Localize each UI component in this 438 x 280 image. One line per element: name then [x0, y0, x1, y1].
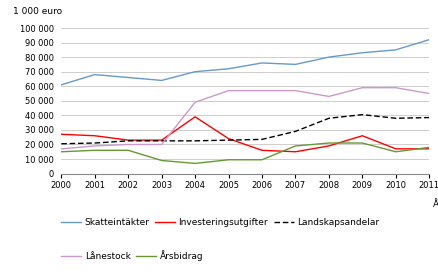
- Text: År: År: [433, 200, 438, 209]
- Lånestock: [293, 89, 298, 92]
- Landskapsandelar: [126, 139, 131, 143]
- Skatteintäkter: [192, 70, 198, 73]
- Landskapsandelar: [159, 139, 164, 143]
- Årsbidrag: [192, 162, 198, 165]
- Investeringsutgifter: [293, 150, 298, 153]
- Investeringsutgifter: [326, 144, 332, 148]
- Investeringsutgifter: [427, 147, 432, 151]
- Line: Lånestock: Lånestock: [61, 88, 429, 149]
- Årsbidrag: [92, 149, 97, 152]
- Skatteintäkter: [360, 51, 365, 54]
- Text: 1 000 euro: 1 000 euro: [14, 7, 63, 16]
- Årsbidrag: [393, 150, 399, 153]
- Skatteintäkter: [259, 61, 265, 65]
- Lånestock: [192, 101, 198, 104]
- Investeringsutgifter: [126, 138, 131, 142]
- Landskapsandelar: [427, 116, 432, 119]
- Lånestock: [259, 89, 265, 92]
- Årsbidrag: [126, 149, 131, 152]
- Line: Investeringsutgifter: Investeringsutgifter: [61, 117, 429, 152]
- Lånestock: [59, 147, 64, 151]
- Landskapsandelar: [293, 130, 298, 133]
- Landskapsandelar: [226, 138, 231, 142]
- Skatteintäkter: [92, 73, 97, 76]
- Investeringsutgifter: [192, 115, 198, 118]
- Skatteintäkter: [126, 76, 131, 79]
- Skatteintäkter: [59, 83, 64, 87]
- Årsbidrag: [226, 158, 231, 162]
- Lånestock: [427, 92, 432, 95]
- Landskapsandelar: [59, 142, 64, 145]
- Skatteintäkter: [293, 63, 298, 66]
- Landskapsandelar: [192, 139, 198, 143]
- Landskapsandelar: [326, 116, 332, 120]
- Line: Årsbidrag: Årsbidrag: [61, 143, 429, 164]
- Årsbidrag: [427, 146, 432, 149]
- Landskapsandelar: [393, 116, 399, 120]
- Line: Landskapsandelar: Landskapsandelar: [61, 115, 429, 144]
- Lånestock: [360, 86, 365, 89]
- Årsbidrag: [59, 150, 64, 153]
- Investeringsutgifter: [226, 137, 231, 140]
- Legend: Lånestock, Årsbidrag: Lånestock, Årsbidrag: [58, 246, 207, 265]
- Skatteintäkter: [226, 67, 231, 71]
- Årsbidrag: [360, 141, 365, 145]
- Lånestock: [226, 89, 231, 92]
- Line: Skatteintäkter: Skatteintäkter: [61, 40, 429, 85]
- Investeringsutgifter: [159, 138, 164, 142]
- Landskapsandelar: [360, 113, 365, 116]
- Skatteintäkter: [326, 55, 332, 59]
- Skatteintäkter: [393, 48, 399, 52]
- Årsbidrag: [326, 141, 332, 145]
- Skatteintäkter: [427, 38, 432, 41]
- Investeringsutgifter: [360, 134, 365, 137]
- Lånestock: [126, 143, 131, 146]
- Landskapsandelar: [92, 141, 97, 145]
- Lånestock: [393, 86, 399, 89]
- Årsbidrag: [293, 144, 298, 148]
- Årsbidrag: [259, 158, 265, 162]
- Lånestock: [92, 144, 97, 148]
- Årsbidrag: [159, 159, 164, 162]
- Lånestock: [326, 95, 332, 98]
- Landskapsandelar: [259, 138, 265, 141]
- Skatteintäkter: [159, 79, 164, 82]
- Investeringsutgifter: [92, 134, 97, 137]
- Investeringsutgifter: [59, 133, 64, 136]
- Investeringsutgifter: [259, 149, 265, 152]
- Investeringsutgifter: [393, 147, 399, 151]
- Lånestock: [159, 143, 164, 146]
